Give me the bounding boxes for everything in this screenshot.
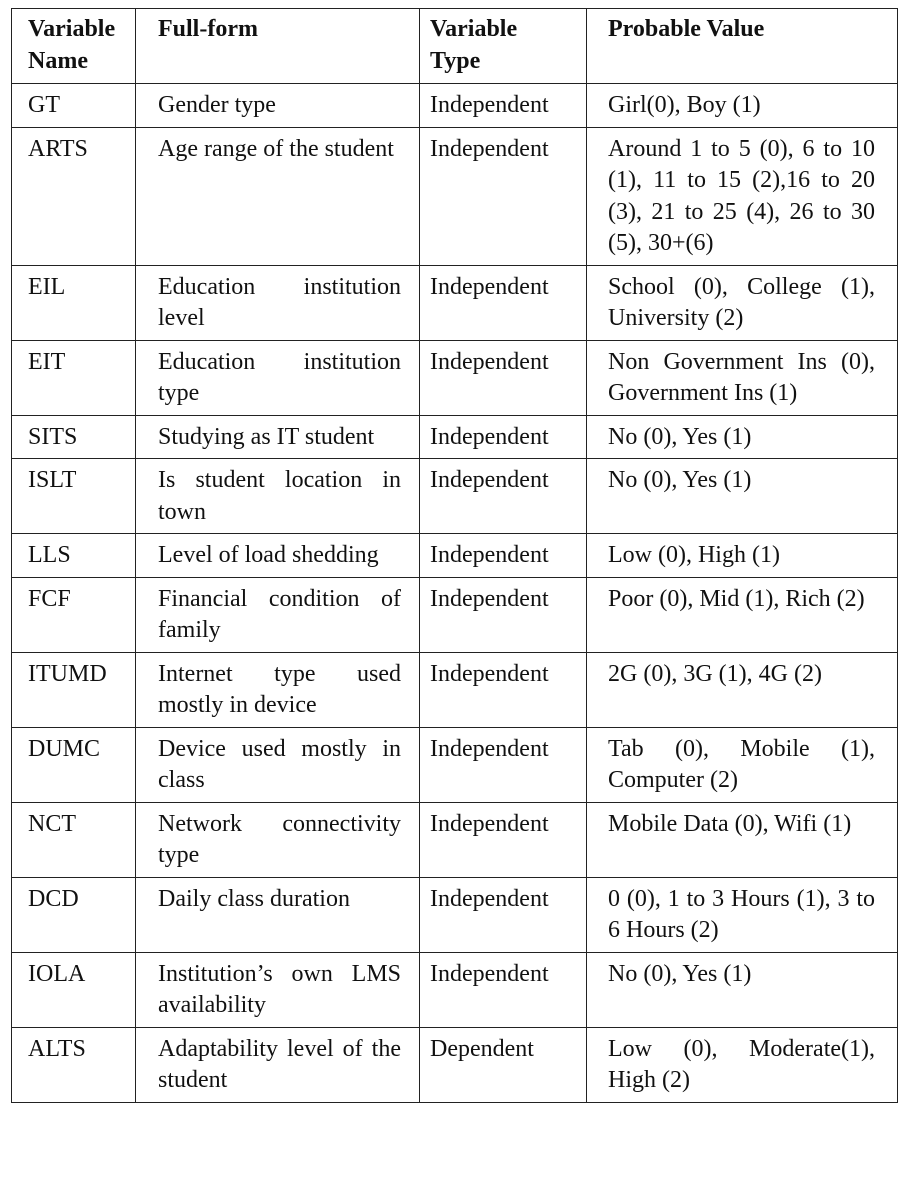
variables-table: Variable Name Full-form Variable Type Pr… bbox=[11, 8, 898, 1103]
cell-variable-name: DUMC bbox=[11, 726, 136, 803]
cell-variable-type: Independent bbox=[419, 83, 587, 128]
header-row: Variable Name Full-form Variable Type Pr… bbox=[11, 8, 898, 84]
cell-probable-value: Girl(0), Boy (1) bbox=[586, 83, 898, 128]
cell-probable-value: Non Government Ins (0), Government Ins (… bbox=[586, 339, 898, 416]
table-row: ALTS Adaptability level of the student Dep… bbox=[11, 1026, 898, 1103]
cell-full-form: Internet type used mostly in device bbox=[135, 651, 420, 728]
cell-full-form: Education institu­tion level bbox=[135, 264, 420, 341]
cell-full-form: Level of load shed­ding bbox=[135, 533, 420, 578]
cell-variable-name: ISLT bbox=[11, 458, 136, 534]
cell-variable-name: SITS bbox=[11, 414, 136, 459]
header-full-form: Full-form bbox=[135, 8, 420, 84]
header-variable-name: Variable Name bbox=[11, 8, 136, 84]
cell-variable-name: FCF bbox=[11, 576, 136, 653]
cell-variable-name: GT bbox=[11, 83, 136, 128]
table-row: ITUMD Internet type used mostly in device… bbox=[11, 651, 898, 728]
cell-variable-type: Independent bbox=[419, 801, 587, 878]
cell-probable-value: Tab (0), Mobile (1), Computer (2) bbox=[586, 726, 898, 803]
cell-full-form: Device used mostly in class bbox=[135, 726, 420, 803]
table-row: ISLT Is student location in town Independe… bbox=[11, 458, 898, 534]
cell-full-form: Studying as IT stu­dent bbox=[135, 414, 420, 459]
cell-full-form: Age range of the student bbox=[135, 126, 420, 266]
cell-full-form: Network connectivity type bbox=[135, 801, 420, 878]
cell-variable-type: Independent bbox=[419, 264, 587, 341]
cell-variable-type: Independent bbox=[419, 126, 587, 266]
table-row: SITS Studying as IT stu­dent Independent No… bbox=[11, 414, 898, 459]
cell-probable-value: School (0), College (1), University (2) bbox=[586, 264, 898, 341]
cell-variable-name: LLS bbox=[11, 533, 136, 578]
cell-probable-value: Low (0), Moderate(1), High (2) bbox=[586, 1026, 898, 1103]
table-row: FCF Financial condition of family Independ… bbox=[11, 576, 898, 653]
cell-full-form: Adaptability level of the student bbox=[135, 1026, 420, 1103]
table-header: Variable Name Full-form Variable Type Pr… bbox=[11, 8, 898, 84]
cell-full-form: Education institu­tion type bbox=[135, 339, 420, 416]
cell-probable-value: Poor (0), Mid (1), Rich (2) bbox=[586, 576, 898, 653]
cell-variable-type: Independent bbox=[419, 339, 587, 416]
cell-variable-type: Independent bbox=[419, 876, 587, 953]
cell-variable-name: DCD bbox=[11, 876, 136, 953]
cell-probable-value: No (0), Yes (1) bbox=[586, 951, 898, 1028]
cell-probable-value: Low (0), High (1) bbox=[586, 533, 898, 578]
cell-probable-value: No (0), Yes (1) bbox=[586, 414, 898, 459]
table-row: EIT Education institu­tion type Independen… bbox=[11, 339, 898, 416]
cell-probable-value: Mobile Data (0), Wifi (1) bbox=[586, 801, 898, 878]
cell-variable-type: Dependent bbox=[419, 1026, 587, 1103]
cell-variable-type: Independent bbox=[419, 726, 587, 803]
cell-variable-name: ITUMD bbox=[11, 651, 136, 728]
cell-probable-value: Around 1 to 5 (0), 6 to 10 (1), 11 to 15… bbox=[586, 126, 898, 266]
cell-probable-value: No (0), Yes (1) bbox=[586, 458, 898, 534]
table-row: GT Gender type Independent Girl(0), Boy (1) bbox=[11, 83, 898, 128]
cell-variable-type: Independent bbox=[419, 533, 587, 578]
cell-variable-name: EIL bbox=[11, 264, 136, 341]
cell-full-form: Is student location in town bbox=[135, 458, 420, 534]
cell-variable-name: IOLA bbox=[11, 951, 136, 1028]
cell-probable-value: 0 (0), 1 to 3 Hours (1), 3 to 6 Hours (2… bbox=[586, 876, 898, 953]
cell-variable-name: ARTS bbox=[11, 126, 136, 266]
cell-variable-type: Independent bbox=[419, 651, 587, 728]
cell-variable-name: ALTS bbox=[11, 1026, 136, 1103]
table-row: LLS Level of load shed­ding Independent Low… bbox=[11, 533, 898, 578]
header-variable-type: Variable Type bbox=[419, 8, 587, 84]
table-row: NCT Network connectivity type Independent M… bbox=[11, 801, 898, 878]
cell-variable-type: Independent bbox=[419, 458, 587, 534]
cell-variable-type: Independent bbox=[419, 951, 587, 1028]
cell-full-form: Gender type bbox=[135, 83, 420, 128]
cell-full-form: Daily class dura­tion bbox=[135, 876, 420, 953]
cell-full-form: Institution’s own LMS availability bbox=[135, 951, 420, 1028]
cell-variable-type: Independent bbox=[419, 576, 587, 653]
cell-variable-name: EIT bbox=[11, 339, 136, 416]
cell-full-form: Financial condition of family bbox=[135, 576, 420, 653]
table-row: EIL Education institu­tion level Independe… bbox=[11, 264, 898, 341]
header-probable-value: Probable Value bbox=[586, 8, 898, 84]
table-row: DCD Daily class dura­tion Independent 0 (0)… bbox=[11, 876, 898, 953]
cell-variable-name: NCT bbox=[11, 801, 136, 878]
cell-variable-type: Independent bbox=[419, 414, 587, 459]
table-row: IOLA Institution’s own LMS availability In… bbox=[11, 951, 898, 1028]
cell-probable-value: 2G (0), 3G (1), 4G (2) bbox=[586, 651, 898, 728]
table-body: GT Gender type Independent Girl(0), Boy (1)… bbox=[11, 83, 898, 1103]
table-row: ARTS Age range of the student Independent A… bbox=[11, 126, 898, 266]
table-row: DUMC Device used mostly in class Independe… bbox=[11, 726, 898, 803]
